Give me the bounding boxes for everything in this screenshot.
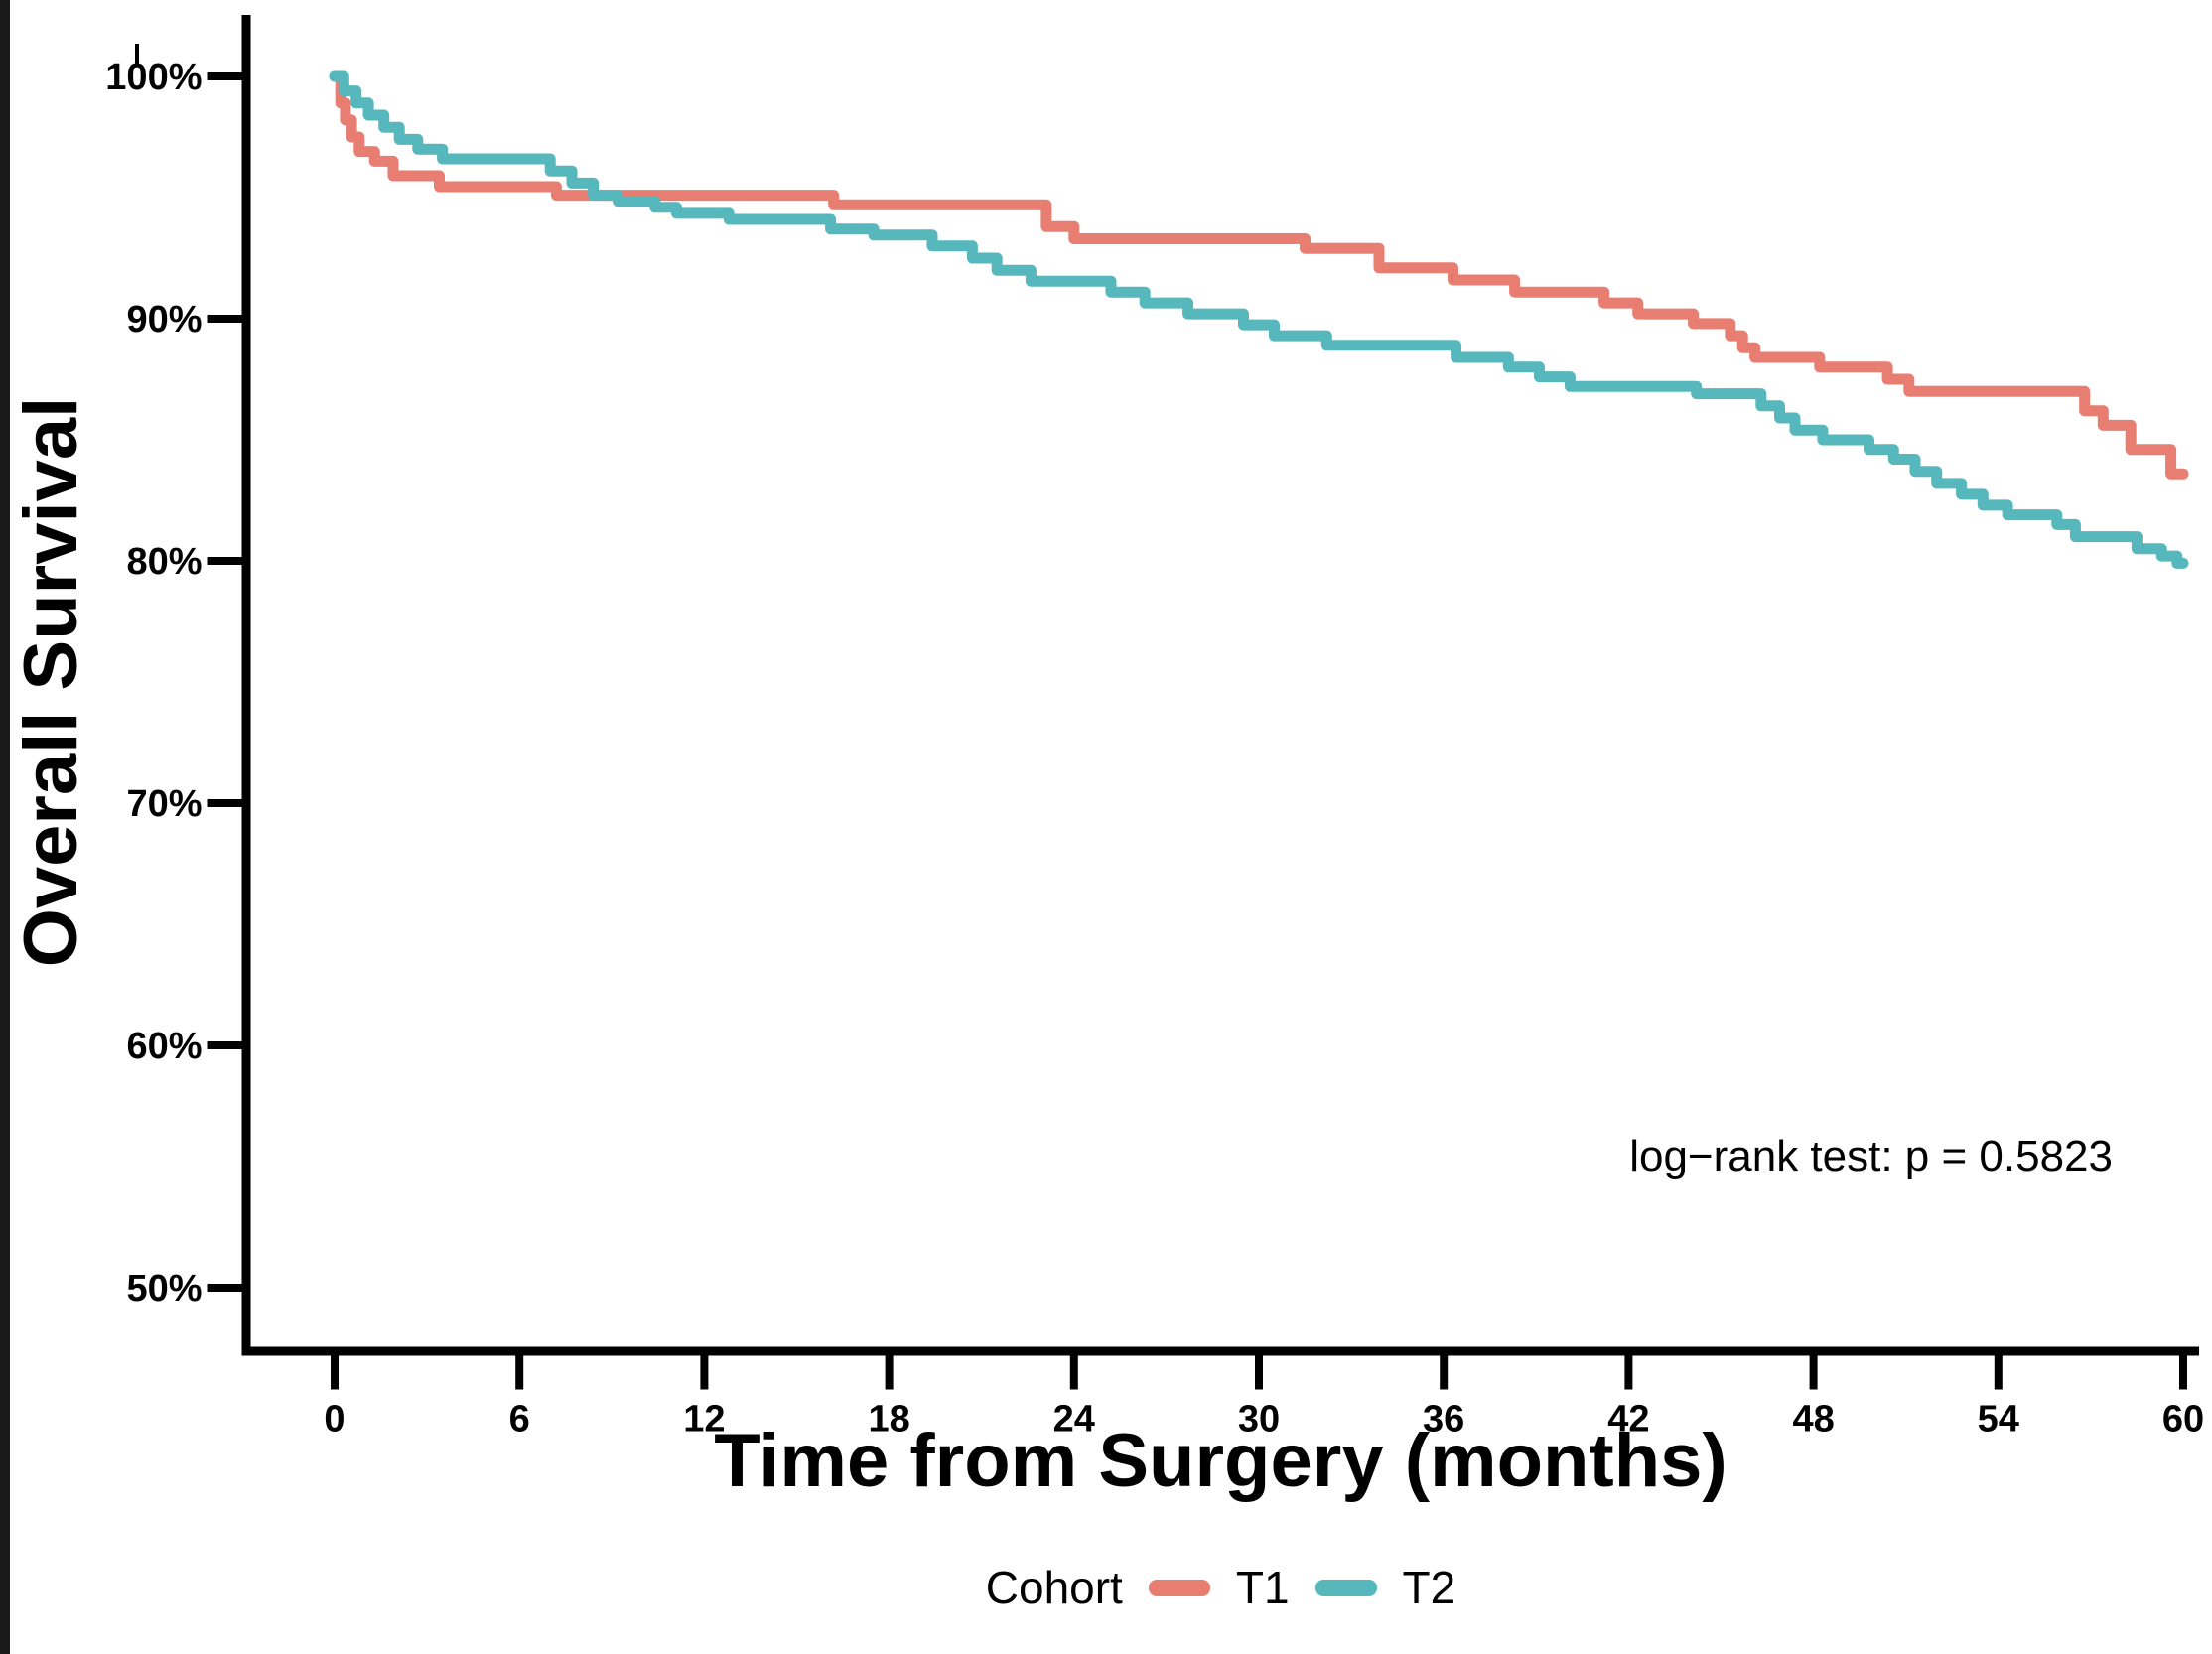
x-tick-label: 12 (683, 1399, 725, 1441)
x-tick-label: 24 (1053, 1399, 1095, 1441)
y-tick-label: 90% (126, 299, 202, 341)
y-tick-label: 50% (126, 1268, 202, 1309)
text-cursor-artifact (135, 44, 139, 66)
legend-label-t2: T2 (1402, 1562, 1456, 1613)
x-tick-label: 6 (509, 1399, 530, 1441)
legend-swatch-t2 (1314, 1579, 1377, 1596)
y-tick-label: 60% (126, 1026, 202, 1067)
y-tick-label: 100% (105, 57, 202, 98)
legend: Cohort T1 T2 (242, 1561, 2199, 1614)
x-tick-label: 42 (1607, 1399, 1649, 1441)
legend-swatch-t1 (1148, 1579, 1210, 1596)
t2-survival-curve (329, 70, 2189, 569)
x-tick-label: 60 (2162, 1399, 2204, 1441)
x-tick-label: 54 (1978, 1399, 2019, 1441)
x-tick-label: 18 (868, 1399, 909, 1441)
y-axis-title: Overall Survival (9, 396, 93, 968)
y-tick-label: 70% (126, 783, 202, 825)
y-tick-label: 80% (126, 541, 202, 583)
x-axis-title: Time from Surgery (months) (714, 1419, 1728, 1503)
legend-title: Cohort (985, 1562, 1123, 1613)
x-tick-label: 0 (324, 1399, 345, 1441)
x-tick-label: 30 (1238, 1399, 1280, 1441)
log-rank-annotation: log−rank test: p = 0.5823 (1629, 1132, 2113, 1180)
x-tick-label: 36 (1423, 1399, 1464, 1441)
legend-label-t1: T1 (1235, 1562, 1290, 1613)
x-tick-label: 48 (1792, 1399, 1834, 1441)
t1-survival-curve (329, 70, 2189, 480)
left-border-bar (0, 0, 10, 1654)
